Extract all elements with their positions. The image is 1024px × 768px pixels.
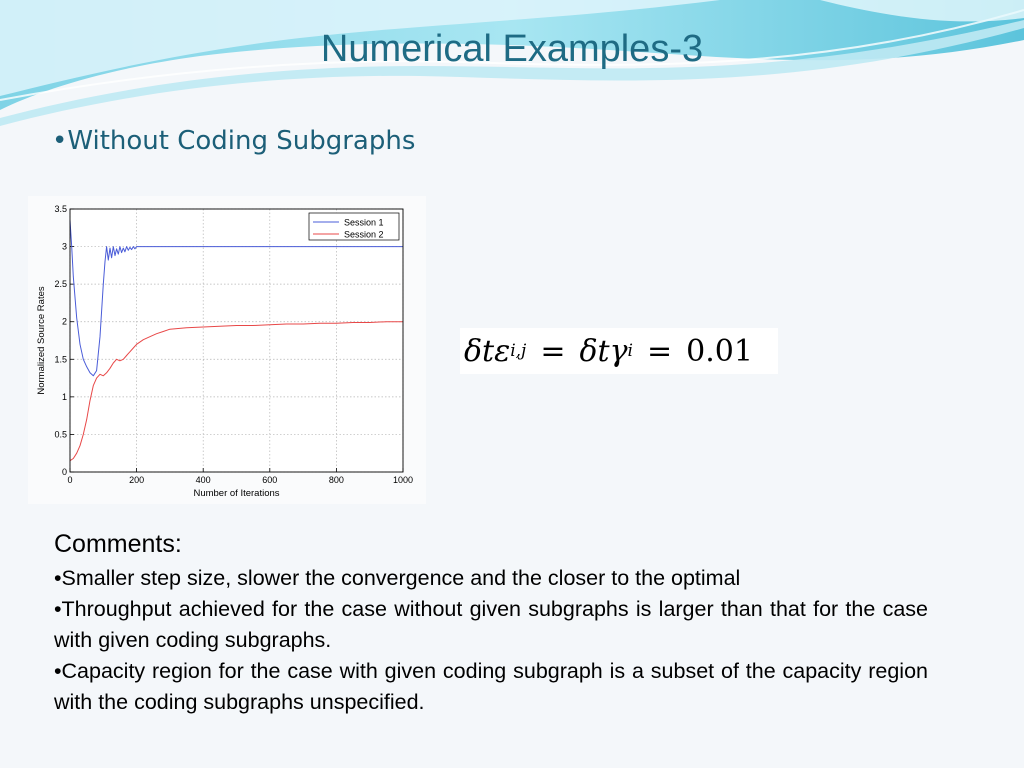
x-tick-label: 400 [196,475,211,485]
line-chart: 0 200 400 600 800 1000 0 0.5 1 1.5 2 2.5 3 3.5 Number … [36,204,413,499]
y-tick-label: 1.5 [54,354,67,364]
equation-rhs: 0.01 [686,333,753,369]
y-axis-label: Normalized Source Rates [36,286,47,394]
chart-figure: 0 200 400 600 800 1000 0 0.5 1 1.5 2 2.5 3 3.5 Number … [28,196,426,504]
axes-frame [69,208,404,473]
series-line-2 [69,321,403,462]
x-axis-label: Number of Iterations [193,488,279,499]
y-tick-label: 3.5 [54,204,67,214]
plot-area [70,209,403,472]
x-tick-label: 1000 [393,475,413,485]
comments-heading: Comments: [54,530,182,558]
equation-lhs: δtε [464,333,511,369]
step-size-equation: δtε i,j = δtγ i = 0.01 [460,328,778,374]
legend-label-2: Session 2 [344,230,384,240]
legend-box [308,212,400,241]
comment-item: •Capacity region for the case with given… [54,659,928,714]
comments-section: Comments: •Smaller step size, slower the… [54,530,928,718]
equation-equals-2: = [646,333,673,369]
y-tick-label: 2.5 [54,279,67,289]
equation-mid: δtγ [579,333,628,369]
slide-title: Numerical Examples-3 [320,28,704,70]
y-tick-label: 0 [62,467,67,477]
x-tick-label: 800 [329,475,344,485]
x-tick-label: 0 [67,475,72,485]
y-tick-label: 0.5 [54,429,67,439]
bullet-heading: •Without Coding Subgraphs [52,126,416,156]
legend-label-1: Session 1 [344,218,384,228]
x-tick-label: 600 [262,475,277,485]
y-tick-label: 2 [62,317,67,327]
y-tick-label: 3 [62,242,67,252]
series-line-1 [69,220,403,377]
equation-mid-subscript: i [627,341,633,361]
comment-item: •Smaller step size, slower the convergen… [54,566,741,590]
y-tick-label: 1 [62,392,67,402]
equation-equals-1: = [540,333,566,369]
equation-lhs-subscript: i,j [510,341,527,361]
x-tick-label: 200 [129,475,144,485]
comment-item: •Throughput achieved for the case withou… [54,597,928,652]
